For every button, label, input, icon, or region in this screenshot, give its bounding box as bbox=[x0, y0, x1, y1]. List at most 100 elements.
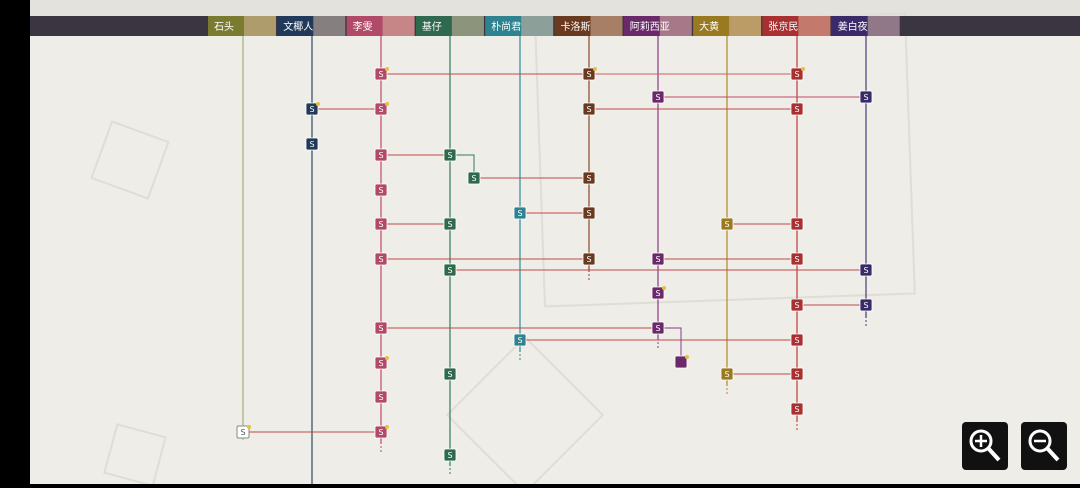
node-label: S bbox=[378, 105, 383, 114]
zoom-in-button[interactable] bbox=[962, 422, 1008, 470]
character-name: 文椰人 bbox=[283, 20, 313, 33]
story-node[interactable] bbox=[859, 298, 873, 312]
story-node[interactable] bbox=[305, 102, 319, 116]
character-portrait bbox=[382, 16, 415, 36]
story-node[interactable] bbox=[790, 367, 804, 381]
story-node[interactable] bbox=[582, 171, 596, 185]
route-link bbox=[658, 327, 682, 362]
story-node[interactable] bbox=[651, 90, 665, 104]
node-star bbox=[385, 356, 389, 360]
story-node[interactable] bbox=[513, 333, 527, 347]
story-node[interactable] bbox=[790, 102, 804, 116]
story-node[interactable] bbox=[374, 67, 388, 81]
story-node[interactable] bbox=[443, 148, 457, 162]
node-label: S bbox=[447, 451, 452, 460]
zoom-out-button[interactable] bbox=[1021, 422, 1067, 470]
background bbox=[30, 0, 1080, 484]
node-label: S bbox=[240, 428, 245, 437]
top-strip bbox=[30, 0, 1080, 16]
story-node[interactable] bbox=[443, 367, 457, 381]
story-node[interactable] bbox=[374, 356, 388, 370]
node-label: S bbox=[586, 209, 591, 218]
node-star bbox=[385, 102, 389, 106]
story-node[interactable] bbox=[374, 425, 388, 439]
story-node[interactable] bbox=[443, 448, 457, 462]
node-label: S bbox=[794, 405, 799, 414]
node-label: S bbox=[863, 266, 868, 275]
node-label: S bbox=[378, 186, 383, 195]
node-label: S bbox=[378, 220, 383, 229]
node-star bbox=[801, 67, 805, 71]
character-portrait bbox=[729, 16, 762, 36]
story-node[interactable] bbox=[790, 67, 804, 81]
story-node[interactable] bbox=[790, 217, 804, 231]
story-node[interactable] bbox=[305, 137, 319, 151]
node-star bbox=[385, 67, 389, 71]
node-label: S bbox=[517, 336, 522, 345]
node-label: S bbox=[863, 93, 868, 102]
story-node[interactable] bbox=[790, 252, 804, 266]
story-node[interactable] bbox=[443, 263, 457, 277]
character-portrait bbox=[244, 16, 276, 36]
character-name: 卡洛斯 bbox=[561, 20, 591, 33]
node-label: S bbox=[794, 220, 799, 229]
node-label: S bbox=[378, 428, 383, 437]
story-node[interactable] bbox=[651, 286, 665, 300]
node-label: S bbox=[794, 336, 799, 345]
story-node[interactable] bbox=[651, 321, 665, 335]
character-portrait bbox=[798, 16, 831, 36]
story-node[interactable] bbox=[790, 333, 804, 347]
story-node[interactable] bbox=[674, 355, 688, 369]
story-node[interactable] bbox=[374, 217, 388, 231]
node-label: S bbox=[794, 105, 799, 114]
story-node[interactable] bbox=[513, 206, 527, 220]
story-node[interactable] bbox=[720, 217, 734, 231]
story-node[interactable] bbox=[374, 390, 388, 404]
story-node[interactable] bbox=[859, 90, 873, 104]
node-label: S bbox=[586, 174, 591, 183]
node-label: S bbox=[309, 140, 314, 149]
node-label: S bbox=[586, 105, 591, 114]
node-label: S bbox=[724, 220, 729, 229]
node-label: S bbox=[447, 370, 452, 379]
node-label: S bbox=[517, 209, 522, 218]
node-label: S bbox=[586, 70, 591, 79]
story-node[interactable] bbox=[374, 321, 388, 335]
node-star bbox=[316, 102, 320, 106]
story-node[interactable] bbox=[374, 183, 388, 197]
story-node[interactable] bbox=[374, 102, 388, 116]
story-node[interactable] bbox=[859, 263, 873, 277]
character-name: 基仔 bbox=[422, 20, 442, 33]
story-node[interactable] bbox=[443, 217, 457, 231]
character-portrait bbox=[313, 16, 346, 36]
node-label: S bbox=[378, 70, 383, 79]
story-node[interactable] bbox=[651, 252, 665, 266]
node-label: S bbox=[794, 70, 799, 79]
story-node[interactable] bbox=[374, 148, 388, 162]
node-label: S bbox=[447, 151, 452, 160]
side-bar bbox=[0, 0, 30, 484]
node-label: S bbox=[794, 370, 799, 379]
character-name: 李雯 bbox=[353, 20, 373, 33]
story-node[interactable] bbox=[467, 171, 481, 185]
node-label: S bbox=[447, 220, 452, 229]
story-node[interactable] bbox=[720, 367, 734, 381]
story-node[interactable] bbox=[582, 102, 596, 116]
node-label: S bbox=[378, 151, 383, 160]
node-label: S bbox=[655, 324, 660, 333]
character-portrait bbox=[867, 16, 900, 36]
story-node[interactable] bbox=[582, 252, 596, 266]
character-name: 大黄 bbox=[699, 20, 719, 33]
node-label: S bbox=[309, 105, 314, 114]
story-node[interactable] bbox=[374, 252, 388, 266]
story-node[interactable] bbox=[790, 298, 804, 312]
node-star bbox=[385, 425, 389, 429]
story-node[interactable] bbox=[790, 402, 804, 416]
story-node[interactable] bbox=[582, 206, 596, 220]
node-star bbox=[593, 67, 597, 71]
node-star bbox=[685, 355, 689, 359]
node-label: S bbox=[378, 324, 383, 333]
character-portrait bbox=[451, 16, 484, 36]
story-node[interactable] bbox=[236, 425, 250, 439]
story-node[interactable] bbox=[582, 67, 596, 81]
